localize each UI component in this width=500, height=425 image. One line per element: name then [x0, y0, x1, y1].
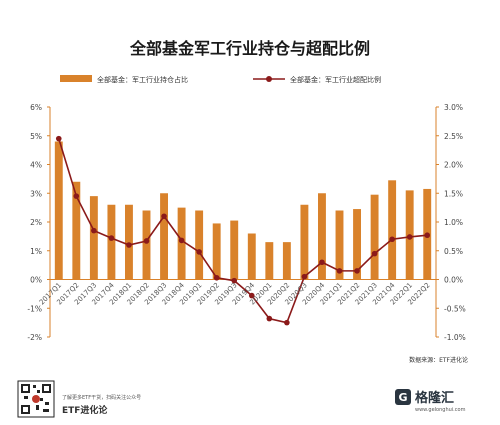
y-right-tick-label: -0.5%	[444, 304, 466, 313]
line-point	[319, 259, 325, 266]
legend-line-marker	[266, 76, 272, 82]
line-point	[161, 213, 167, 220]
line-point	[389, 236, 395, 243]
bar	[195, 210, 204, 280]
bar	[335, 210, 344, 280]
legend-bar-label: 全部基金：军工行业持仓占比	[97, 75, 188, 84]
source-note: 数据来源：ETF进化论	[409, 356, 468, 364]
bar	[72, 181, 81, 280]
logo-subtext: www.gelonghui.com	[415, 407, 466, 413]
line-point	[178, 237, 185, 244]
bar	[247, 233, 256, 280]
bar	[230, 220, 239, 280]
bar	[388, 180, 397, 280]
qr-caption: 了解更多ETF干货，扫码关注公众号	[62, 394, 141, 401]
y-left-tick-label: 6%	[30, 103, 42, 112]
bar	[300, 204, 309, 280]
line-point	[213, 274, 220, 281]
bar	[89, 196, 98, 280]
line-point	[266, 315, 273, 322]
bar	[142, 210, 151, 280]
line-point	[73, 193, 80, 199]
y-right-tick-label: 1.5%	[444, 189, 463, 198]
y-left-tick-label: -1%	[27, 304, 42, 313]
line-point	[301, 273, 308, 280]
plot-area: -2% -1% 0% 1% 2% 3% 4% 5% 6% -1.0% -0.5% 0.0% 0.5% 1.…	[27, 103, 465, 342]
y-right-tick-label: 2.5%	[444, 132, 463, 141]
line-point	[108, 235, 115, 241]
line-point	[354, 268, 360, 274]
svg-text:G: G	[398, 391, 407, 404]
line-point	[336, 268, 343, 274]
line-point	[91, 227, 97, 234]
logo-text: 格隆汇	[415, 390, 454, 406]
y-right-tick-label: 0.5%	[444, 247, 463, 256]
y-left-tick-label: -2%	[27, 333, 42, 342]
line-point	[196, 249, 202, 255]
bar	[125, 204, 133, 280]
line-point	[248, 292, 255, 299]
qr-code-icon	[17, 380, 55, 418]
chart-title: 全部基金军工行业持仓与超配比例	[129, 39, 370, 58]
y-left-tick-label: 2%	[30, 218, 42, 227]
overweight-line	[58, 138, 428, 324]
y-right-tick-label: 2.0%	[444, 161, 463, 170]
line-point	[231, 277, 238, 284]
y-left-tick-label: 1%	[30, 247, 42, 256]
bar	[265, 242, 274, 280]
legend-line-label: 全部基金：军工行业超配比例	[290, 75, 381, 84]
bar	[282, 242, 291, 280]
line-point	[126, 242, 132, 248]
legend: 全部基金：军工行业持仓占比 全部基金：军工行业超配比例	[60, 75, 381, 84]
line-point	[424, 232, 431, 239]
y-left-tick-label: 5%	[30, 132, 42, 141]
line-point	[55, 135, 62, 142]
legend-bar-swatch	[60, 75, 92, 82]
line-point	[371, 250, 378, 257]
brand-name: ETF进化论	[62, 404, 108, 416]
footer: 了解更多ETF干货，扫码关注公众号 ETF进化论 G 格隆汇 www.gelon…	[17, 380, 466, 418]
bar	[160, 193, 168, 280]
y-right-tick-label: 3.0%	[444, 103, 463, 112]
bar	[177, 207, 186, 280]
y-left-tick-label: 0%	[30, 276, 42, 285]
line-point	[284, 319, 290, 326]
line-point	[143, 238, 150, 244]
y-right-tick-label: 1.0%	[444, 218, 463, 227]
line-point	[406, 234, 413, 240]
y-right-tick-label: -1.0%	[444, 333, 466, 342]
bar	[318, 193, 326, 280]
bar	[353, 209, 361, 280]
bar	[107, 204, 116, 280]
y-left-tick-label: 4%	[30, 161, 42, 170]
bar	[212, 223, 221, 280]
y-left-tick-label: 3%	[30, 189, 42, 198]
bar	[370, 194, 379, 280]
bar	[54, 141, 63, 280]
y-right-tick-label: 0.0%	[444, 276, 463, 285]
gelonghui-logo-icon: G	[395, 389, 411, 405]
